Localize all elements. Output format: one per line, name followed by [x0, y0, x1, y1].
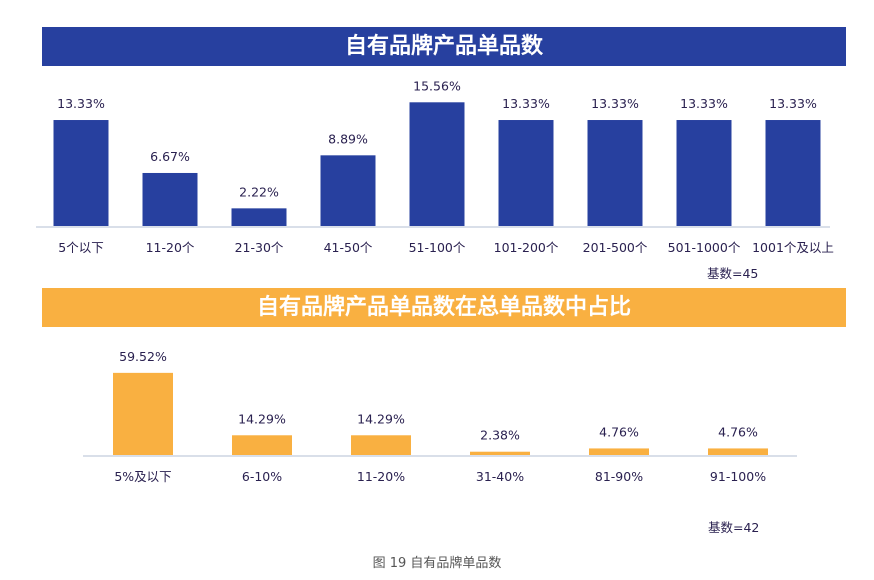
chart1-bar — [765, 120, 821, 226]
chart2-bar — [113, 372, 173, 455]
chart1-data-label: 13.33% — [502, 96, 550, 111]
chart2-bar — [351, 435, 411, 455]
chart2-data-label: 4.76% — [599, 424, 639, 439]
chart1-bar — [142, 172, 198, 226]
chart2-data-label: 2.38% — [480, 428, 520, 443]
chart2-category-label: 31-40% — [476, 469, 524, 484]
chart2-title-banner: 自有品牌产品单品数在总单品数中占比 — [42, 288, 846, 327]
chart2-category-label: 11-20% — [357, 469, 405, 484]
chart1-category-label: 51-100个 — [409, 240, 466, 255]
chart1-bar — [676, 120, 732, 226]
chart1-category-label: 21-30个 — [235, 240, 284, 255]
chart1-bar — [231, 208, 287, 226]
chart1-data-label: 13.33% — [769, 96, 817, 111]
chart2-category-label: 5%及以下 — [114, 469, 171, 484]
chart1-data-label: 13.33% — [57, 96, 105, 111]
chart1-data-label: 2.22% — [239, 184, 279, 199]
chart1-category-label: 11-20个 — [146, 240, 195, 255]
chart1-bar — [320, 155, 376, 226]
chart1-data-label: 15.56% — [413, 78, 461, 93]
chart2-data-label: 14.29% — [357, 411, 405, 426]
chart2-data-label: 14.29% — [238, 411, 286, 426]
chart2-category-label: 6-10% — [242, 469, 282, 484]
chart1-category-label: 101-200个 — [494, 240, 559, 255]
chart1-category-label: 5个以下 — [58, 240, 103, 255]
chart1-data-label: 8.89% — [328, 131, 368, 146]
chart2-bar — [708, 448, 768, 455]
chart1-bar — [53, 120, 109, 226]
chart1-category-label: 41-50个 — [324, 240, 373, 255]
figure-caption: 图 19 自有品牌单品数 — [372, 556, 502, 571]
chart2-bar — [589, 448, 649, 455]
chart1-base-note: 基数=45 — [707, 266, 759, 281]
chart1-bar — [498, 120, 554, 226]
chart1-bar — [409, 102, 465, 226]
chart2-category-label: 81-90% — [595, 469, 643, 484]
chart1-category-label: 201-500个 — [583, 240, 648, 255]
chart1-title-banner: 自有品牌产品单品数 — [42, 27, 846, 66]
chart1-category-label: 1001个及以上 — [752, 240, 834, 255]
chart1-data-label: 13.33% — [680, 96, 728, 111]
chart2-base-note: 基数=42 — [708, 520, 760, 535]
chart2-bar — [470, 451, 530, 455]
chart1-bar — [587, 120, 643, 226]
chart2-bar — [232, 435, 292, 455]
chart2-data-label: 59.52% — [119, 349, 167, 364]
chart2-category-label: 91-100% — [710, 469, 766, 484]
chart1-data-label: 6.67% — [150, 149, 190, 164]
chart2-data-label: 4.76% — [718, 424, 758, 439]
chart1-data-label: 13.33% — [591, 96, 639, 111]
chart1-category-label: 501-1000个 — [668, 240, 741, 255]
